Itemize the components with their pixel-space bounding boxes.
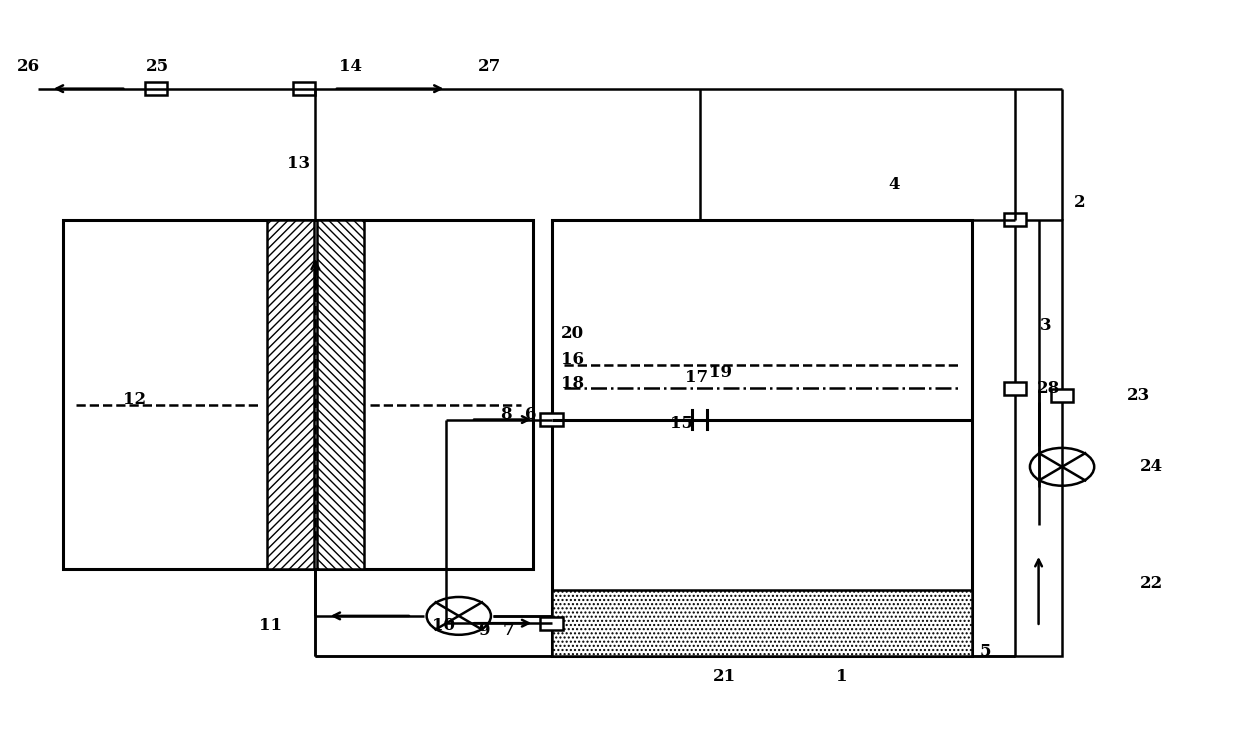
- Text: 26: 26: [17, 58, 40, 75]
- Text: 15: 15: [670, 415, 693, 431]
- Text: 11: 11: [259, 617, 282, 634]
- Bar: [551, 591, 971, 656]
- Text: 10: 10: [432, 617, 456, 634]
- Text: 9: 9: [478, 622, 489, 639]
- Text: 21: 21: [712, 668, 736, 685]
- Bar: [294, 82, 316, 95]
- Text: 1: 1: [836, 668, 847, 685]
- Text: 24: 24: [1140, 458, 1162, 475]
- Bar: [1051, 389, 1073, 402]
- Text: 27: 27: [478, 58, 502, 75]
- Text: 12: 12: [124, 391, 146, 407]
- Bar: [551, 220, 971, 656]
- Text: 23: 23: [1127, 387, 1150, 404]
- Bar: [317, 220, 363, 569]
- Text: 7: 7: [503, 622, 514, 639]
- Text: 17: 17: [685, 369, 707, 386]
- Text: 19: 19: [710, 364, 732, 381]
- Bar: [1004, 213, 1026, 226]
- Text: 16: 16: [561, 351, 584, 369]
- Text: 14: 14: [338, 58, 362, 75]
- Text: 3: 3: [1041, 317, 1052, 334]
- Text: 4: 4: [888, 176, 900, 193]
- Text: 2: 2: [1073, 194, 1085, 211]
- Bar: [540, 617, 563, 630]
- Bar: [268, 220, 315, 569]
- Text: 25: 25: [146, 58, 169, 75]
- Text: 20: 20: [561, 326, 584, 342]
- Text: 13: 13: [286, 155, 310, 172]
- Bar: [1004, 382, 1026, 395]
- Bar: [145, 82, 167, 95]
- Text: 6: 6: [525, 406, 536, 423]
- Text: 5: 5: [980, 643, 991, 660]
- Bar: [540, 413, 563, 426]
- Bar: [63, 220, 533, 569]
- Bar: [1015, 220, 1062, 656]
- Text: 22: 22: [1140, 575, 1162, 592]
- Text: 18: 18: [561, 375, 584, 393]
- Text: 8: 8: [501, 406, 512, 423]
- Text: 28: 28: [1037, 380, 1061, 397]
